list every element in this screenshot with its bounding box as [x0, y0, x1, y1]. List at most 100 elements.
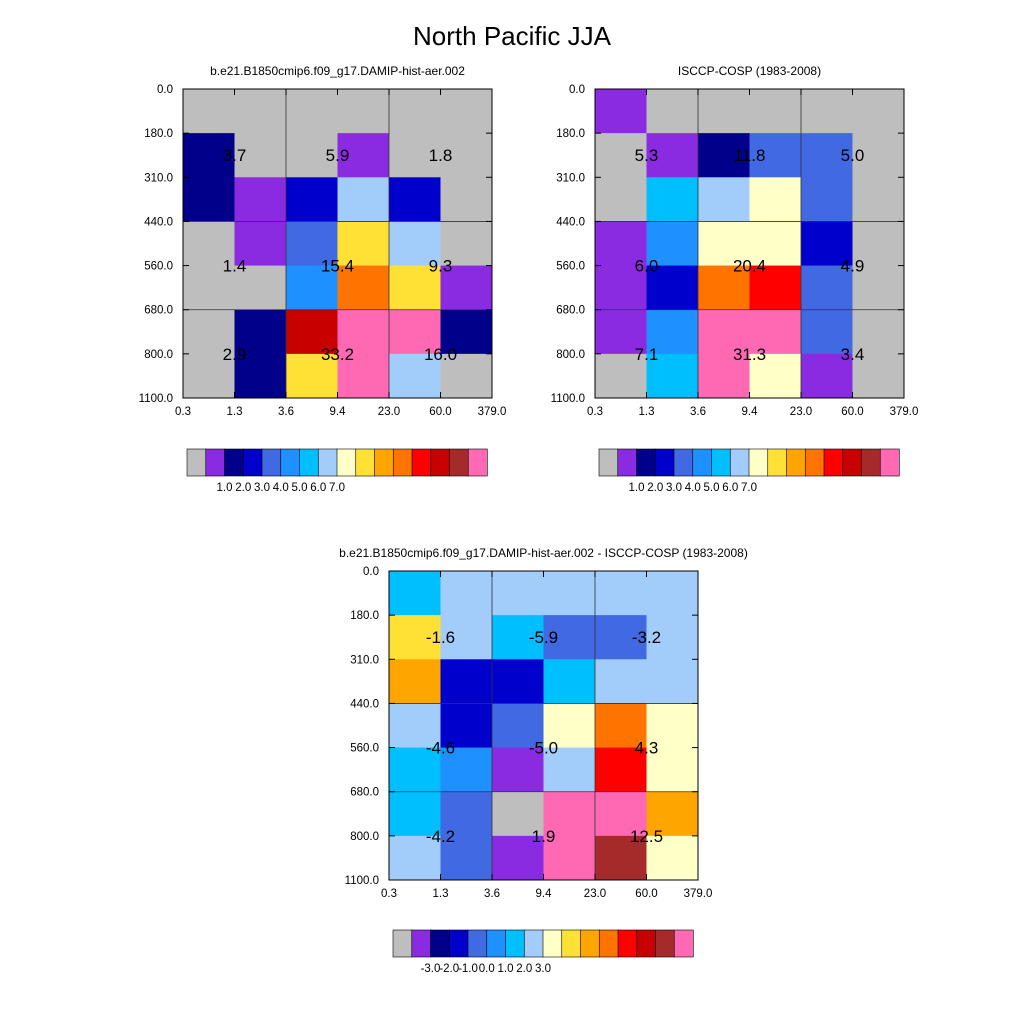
heatmap-cell	[646, 703, 699, 748]
heatmap-cell	[595, 265, 647, 311]
colorbar-swatch	[561, 929, 582, 958]
colorbar-swatch	[336, 448, 357, 477]
panel-title: b.e21.B1850cmip6.f09_g17.DAMIP-hist-aer.…	[339, 546, 748, 560]
colorbar-swatch	[467, 448, 488, 477]
x-tick-label: 3.6	[484, 888, 500, 900]
heatmap-cell	[492, 835, 544, 881]
y-tick-label: 1100.0	[139, 393, 173, 405]
heatmap-cell	[234, 309, 287, 355]
x-tick-label: 23.0	[378, 406, 400, 418]
heatmap-cell	[234, 265, 287, 311]
x-tick-label: 0.3	[175, 406, 191, 418]
colorbar-swatch	[505, 929, 525, 958]
y-tick-label: 800.0	[350, 831, 379, 843]
heatmap-cell	[801, 265, 853, 311]
colorbar-swatch	[804, 448, 825, 477]
colorbar-tick-label: 4.0	[273, 482, 289, 494]
x-tick-label: 9.4	[330, 406, 347, 418]
colorbar-swatch	[261, 448, 282, 477]
box-value-label: 11.8	[734, 146, 766, 165]
y-tick-label: 680.0	[350, 787, 379, 799]
colorbar-swatch	[673, 448, 694, 477]
heatmap-cell	[595, 177, 647, 222]
heatmap-cell	[595, 221, 647, 266]
heatmap-cell	[440, 221, 493, 266]
heatmap-cell	[852, 177, 905, 222]
x-tick-label: 23.0	[790, 406, 812, 418]
heatmap-cell	[389, 791, 441, 837]
colorbar-swatch	[523, 929, 544, 958]
colorbar-swatch	[355, 448, 376, 477]
colorbar-tick-label: 7.0	[329, 482, 345, 494]
colorbar-tick-label: 6.0	[310, 482, 326, 494]
colorbar-swatch	[392, 448, 413, 477]
colorbar-swatch	[449, 448, 469, 477]
colorbar-swatch	[748, 448, 769, 477]
box-value-label: 4.3	[635, 739, 659, 758]
colorbar-swatch	[411, 929, 432, 958]
colorbar-tick-label: 2.0	[647, 482, 663, 494]
heatmap-cell	[389, 177, 441, 222]
colorbar-swatch	[729, 448, 750, 477]
colorbar-tick-label: -2.0	[439, 963, 459, 975]
colorbar-swatch	[636, 448, 656, 477]
box-value-label: -4.2	[426, 827, 455, 846]
colorbar-swatch	[861, 448, 881, 477]
heatmap-cell	[337, 309, 390, 355]
heatmap-cell	[286, 177, 338, 222]
heatmap-cell	[440, 747, 493, 793]
heatmap-cell	[852, 89, 905, 134]
y-tick-label: 180.0	[350, 610, 379, 622]
heatmap-cell	[234, 353, 287, 399]
heatmap-cell	[543, 791, 596, 837]
y-tick-label: 440.0	[556, 216, 585, 228]
colorbar-tick-label: 3.0	[254, 482, 270, 494]
x-tick-label: 3.6	[278, 406, 294, 418]
box-value-label: 5.3	[635, 146, 659, 165]
colorbar-swatch	[448, 929, 469, 958]
heatmap-cell	[852, 353, 905, 399]
heatmap-cell	[389, 615, 441, 660]
x-tick-label: 379.0	[478, 406, 507, 418]
colorbar-tick-label: -3.0	[421, 963, 441, 975]
heatmap-cell	[183, 177, 235, 222]
heatmap-panel-model: b.e21.B1850cmip6.f09_g17.DAMIP-hist-aer.…	[139, 64, 507, 494]
heatmap-cell	[698, 133, 750, 178]
x-tick-label: 60.0	[635, 888, 657, 900]
heatmap-cell	[440, 265, 493, 311]
heatmap-cell	[543, 703, 596, 748]
colorbar-swatch	[186, 448, 207, 477]
heatmap-cell	[646, 659, 699, 704]
heatmap-cell	[286, 265, 338, 311]
box-value-label: -1.6	[426, 628, 455, 647]
heatmap-cell	[595, 659, 647, 704]
box-value-label: -4.6	[426, 739, 455, 758]
heatmap-cell	[543, 659, 596, 704]
box-value-label: 12.5	[630, 827, 663, 846]
heatmap-panel-difference: b.e21.B1850cmip6.f09_g17.DAMIP-hist-aer.…	[339, 546, 748, 975]
heatmap-cell	[698, 309, 750, 355]
heatmap-cell	[852, 309, 905, 355]
heatmap-cell	[286, 221, 338, 266]
heatmap-cell	[440, 177, 493, 222]
heatmap-cell	[646, 89, 699, 134]
heatmap-cell	[698, 221, 750, 266]
box-value-label: 5.9	[326, 146, 350, 165]
box-value-label: -5.0	[529, 739, 558, 758]
heatmap-cell	[646, 309, 699, 355]
heatmap-cell	[801, 89, 853, 134]
x-tick-label: 60.0	[841, 406, 863, 418]
x-tick-label: 3.6	[690, 406, 706, 418]
heatmap-cell	[389, 133, 441, 178]
heatmap-cell	[595, 309, 647, 355]
heatmap-cell	[440, 791, 493, 837]
y-tick-label: 180.0	[556, 128, 585, 140]
heatmap-cell	[183, 221, 235, 266]
heatmap-cell	[595, 615, 647, 660]
heatmap-cell	[595, 835, 647, 881]
heatmap-cell	[749, 353, 802, 399]
heatmap-cell	[183, 265, 235, 311]
heatmap-cell	[492, 791, 544, 837]
colorbar-swatch	[205, 448, 226, 477]
box-value-label: 31.3	[733, 345, 766, 364]
